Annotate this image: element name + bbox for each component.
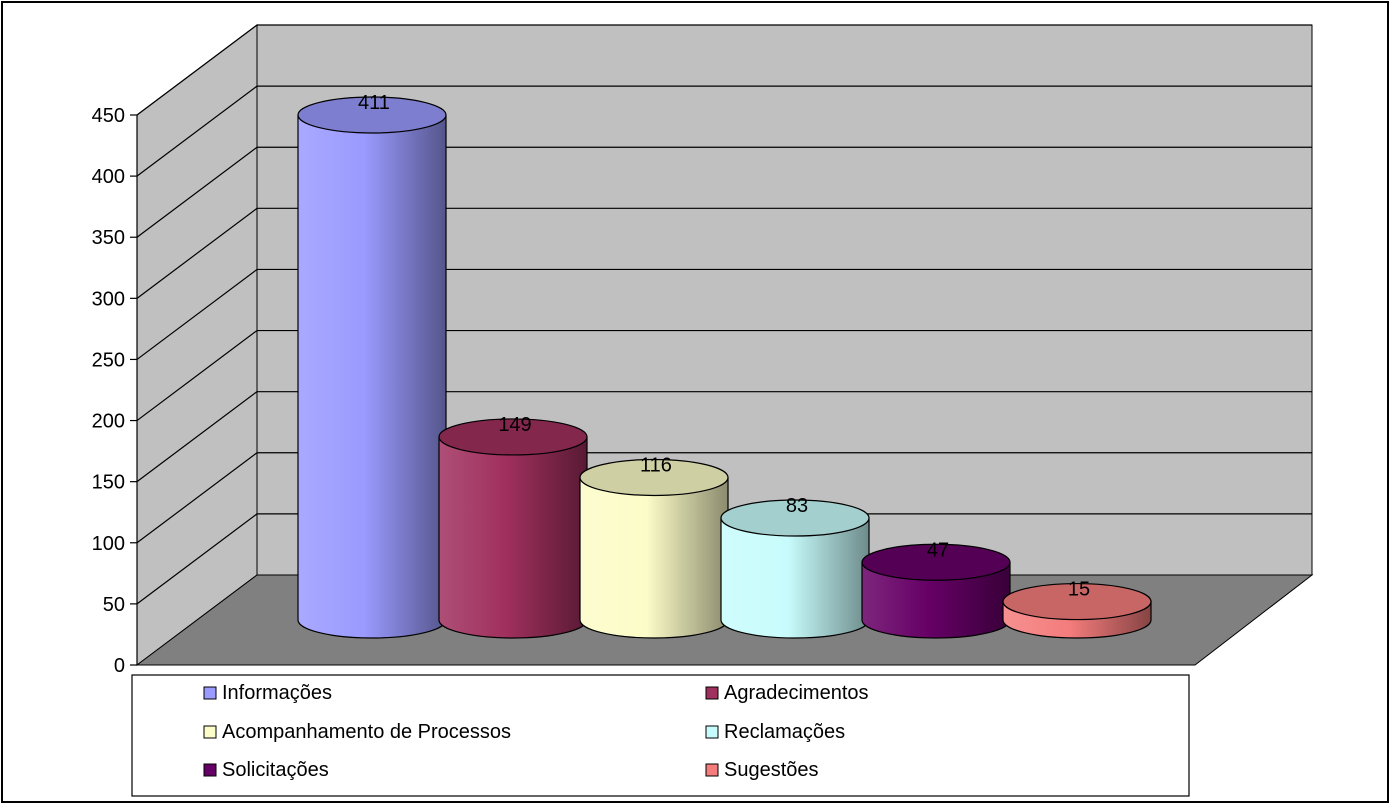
y-tick-label: 50	[103, 594, 125, 616]
legend-label: Informações	[222, 682, 332, 704]
data-label: 411	[358, 92, 390, 114]
legend-label: Reclamações	[724, 721, 845, 743]
legend-box	[131, 674, 1190, 797]
gridline-side	[136, 391, 258, 483]
gridline-side	[136, 452, 258, 544]
gridline-side	[136, 207, 258, 299]
data-label: 47	[927, 539, 949, 561]
y-tick-label: 0	[114, 655, 125, 677]
bar-top	[720, 499, 870, 537]
bar-5: 47	[861, 539, 1011, 639]
bar-body	[297, 114, 447, 639]
y-tick-label: 400	[92, 166, 125, 188]
y-tick-label: 350	[92, 227, 125, 249]
bar-3: 116	[579, 454, 729, 639]
legend-item: Acompanhamento de Processos	[203, 721, 511, 743]
bars: 411 149 116 83 47 15	[297, 92, 1152, 639]
gridline-side	[136, 330, 258, 422]
legend-swatch	[705, 763, 719, 777]
gridline-side	[136, 24, 258, 116]
legend-label: Solicitações	[222, 759, 329, 781]
bar-6: 15	[1002, 579, 1152, 639]
y-tick-label: 100	[92, 533, 125, 555]
bar-body	[579, 476, 729, 639]
value-axis: 0 50 100 150 200 250 300 350 400 450	[92, 105, 138, 677]
side-wall	[136, 24, 258, 666]
bar-1: 411	[297, 92, 447, 639]
bar-top	[297, 96, 447, 134]
legend-swatch	[203, 686, 217, 700]
legend-item: Sugestões	[705, 759, 819, 781]
bar-body	[438, 436, 588, 639]
bar-top	[579, 458, 729, 497]
data-label: 149	[498, 414, 531, 436]
legend-label: Agradecimentos	[724, 682, 869, 704]
legend-swatch	[203, 725, 217, 739]
legend-item: Informações	[203, 682, 332, 704]
plot-walls	[135, 24, 1314, 666]
y-tick-label: 250	[92, 349, 125, 371]
legend-swatch	[203, 763, 217, 777]
gridline-side	[136, 146, 258, 238]
data-label: 83	[786, 495, 808, 517]
legend-swatch	[705, 725, 719, 739]
bar-4: 83	[720, 495, 870, 639]
legend: Informações Agradecimentos Acompanhamento …	[131, 674, 1190, 797]
bar-top	[1002, 582, 1152, 621]
legend-item: Agradecimentos	[705, 682, 869, 704]
y-tick-label: 150	[92, 472, 125, 494]
gridline-side	[136, 513, 258, 605]
legend-label: Acompanhamento de Processos	[222, 721, 511, 743]
gridline-side	[136, 268, 258, 360]
y-tick-label: 300	[92, 288, 125, 310]
y-tick-label: 450	[92, 105, 125, 127]
data-label: 116	[640, 454, 672, 476]
y-tick-label: 200	[92, 411, 125, 433]
legend-swatch	[705, 686, 719, 700]
bar-top	[438, 418, 588, 456]
bar-2: 149	[438, 414, 588, 639]
bar-top	[861, 543, 1011, 581]
legend-label: Sugestões	[724, 759, 819, 781]
gridline-side	[136, 85, 258, 177]
legend-item: Reclamações	[705, 721, 845, 743]
legend-item: Solicitações	[203, 759, 329, 781]
data-label: 15	[1068, 579, 1090, 601]
